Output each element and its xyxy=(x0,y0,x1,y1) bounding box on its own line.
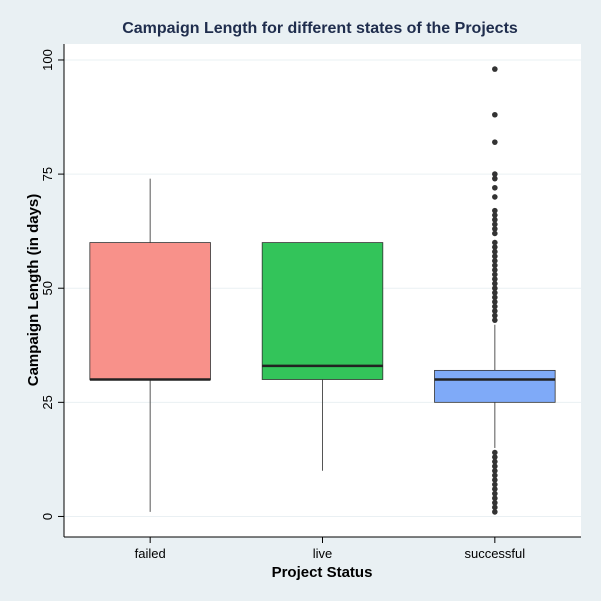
outlier-point-successful-60 xyxy=(492,239,498,246)
outlier-point-successful-88 xyxy=(492,111,498,118)
outlier-point-successful-67 xyxy=(492,207,498,214)
boxes xyxy=(89,66,556,515)
outlier-point-successful-8 xyxy=(492,477,498,483)
y-tick-label-25: 25 xyxy=(40,395,55,409)
outlier-point-successful-5 xyxy=(492,490,498,497)
outlier-point-successful-46 xyxy=(492,303,498,310)
outlier-point-successful-54 xyxy=(492,267,498,273)
outlier-point-successful-50 xyxy=(492,285,498,292)
outlier-point-successful-4 xyxy=(492,495,498,501)
outlier-point-successful-47 xyxy=(492,299,498,305)
outlier-point-successful-14 xyxy=(492,449,498,456)
outlier-point-successful-7 xyxy=(492,481,498,488)
outlier-point-successful-10 xyxy=(492,468,498,474)
y-tick-label-50: 50 xyxy=(40,281,55,295)
box-group-live xyxy=(261,242,384,471)
outlier-point-successful-55 xyxy=(492,262,498,269)
outlier-point-successful-12 xyxy=(492,458,498,465)
outlier-point-successful-59 xyxy=(492,244,498,250)
outlier-point-successful-3 xyxy=(492,499,498,506)
outlier-point-successful-43 xyxy=(492,317,498,323)
outlier-point-successful-65 xyxy=(492,216,498,223)
outlier-point-successful-74 xyxy=(492,175,498,182)
box-group-successful xyxy=(434,66,556,515)
outlier-point-successful-1 xyxy=(492,509,498,515)
outlier-point-successful-62 xyxy=(492,230,498,237)
outlier-point-successful-9 xyxy=(492,472,498,479)
outlier-point-successful-98 xyxy=(492,66,498,72)
box-failed xyxy=(89,242,211,380)
box-group-failed xyxy=(89,178,211,512)
y-tick-label-0: 0 xyxy=(40,513,55,520)
outlier-point-successful-75 xyxy=(492,171,498,177)
x-tick-label-failed: failed xyxy=(135,546,166,561)
outlier-point-successful-11 xyxy=(492,463,498,470)
x-tick-label-successful: successful xyxy=(464,546,525,561)
outlier-point-successful-44 xyxy=(492,312,498,319)
outlier-point-successful-57 xyxy=(492,253,498,260)
outlier-point-successful-49 xyxy=(492,289,498,296)
box-successful xyxy=(434,369,556,403)
outlier-point-successful-56 xyxy=(492,258,498,264)
outlier-point-successful-70 xyxy=(492,194,498,200)
outlier-point-successful-45 xyxy=(492,308,498,314)
outlier-point-successful-13 xyxy=(492,454,498,460)
x-tick-label-live: live xyxy=(313,546,333,561)
outlier-point-successful-2 xyxy=(492,504,498,511)
outlier-point-successful-48 xyxy=(492,294,498,301)
x-axis-title: Project Status xyxy=(272,564,373,581)
outlier-point-successful-64 xyxy=(492,221,498,228)
y-axis-title: Campaign Length (in days) xyxy=(25,194,42,387)
outlier-point-successful-6 xyxy=(492,486,498,492)
ticks: 0 25 50 75 100 failed live successful xyxy=(40,49,525,561)
y-tick-label-75: 75 xyxy=(40,167,55,181)
outlier-point-successful-52 xyxy=(492,276,498,282)
outlier-point-successful-82 xyxy=(492,139,498,145)
outlier-point-successful-66 xyxy=(492,212,498,218)
box-live xyxy=(261,242,384,380)
chart-title: Campaign Length for different states of … xyxy=(122,20,518,37)
outlier-point-successful-72 xyxy=(492,184,498,191)
outlier-point-successful-63 xyxy=(492,226,498,232)
outlier-point-successful-51 xyxy=(492,280,498,287)
y-tick-label-100: 100 xyxy=(40,49,55,71)
outlier-point-successful-53 xyxy=(492,271,498,278)
outlier-point-successful-58 xyxy=(492,248,498,255)
